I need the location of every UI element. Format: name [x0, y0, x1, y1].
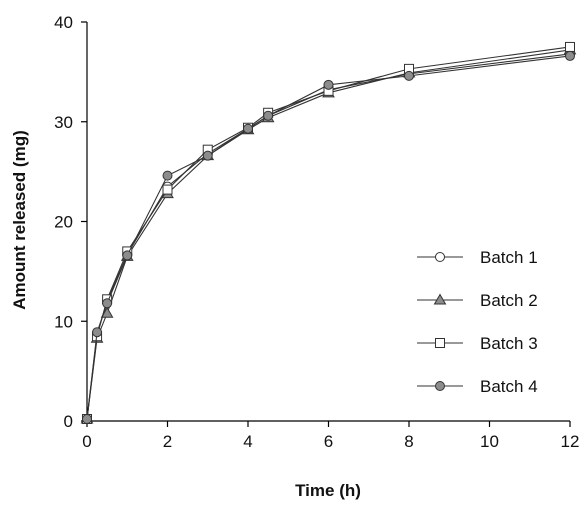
- x-axis-title: Time (h): [295, 481, 361, 500]
- series-4: [82, 50, 575, 425]
- x-tick-label: 4: [243, 432, 252, 451]
- series-line: [86, 53, 571, 420]
- x-tick-label: 0: [82, 432, 91, 451]
- legend-marker: [435, 338, 445, 348]
- data-point: [323, 79, 334, 90]
- x-tick-label: 2: [163, 432, 172, 451]
- data-point: [162, 170, 173, 181]
- data-point: [404, 70, 414, 81]
- x-tick-label: 10: [480, 432, 499, 451]
- legend-marker: [433, 293, 447, 305]
- x-tick-label: 12: [561, 432, 580, 451]
- legend-label: Batch 4: [480, 377, 538, 396]
- data-point: [263, 110, 274, 121]
- data-point: [162, 184, 173, 195]
- legend-label: Batch 3: [480, 334, 538, 353]
- data-point: [202, 150, 213, 161]
- legend-marker: [435, 381, 445, 391]
- legend: Batch 1 Batch 2 Batch 3 Batch 4: [417, 248, 538, 396]
- data-point: [565, 50, 575, 61]
- data-point: [243, 123, 253, 134]
- series-line: [86, 49, 571, 420]
- series-1: [82, 48, 575, 425]
- legend-marker: [435, 252, 445, 262]
- y-tick-label: 20: [54, 213, 73, 232]
- legend-item: Batch 3: [417, 334, 538, 353]
- series-layer: [80, 41, 577, 425]
- series-2: [80, 43, 577, 424]
- data-point: [122, 250, 133, 261]
- y-tick-label: 30: [54, 113, 73, 132]
- series-3: [82, 41, 575, 425]
- axes: 0 10 20 30 40 0 2 4 6 8 10 12: [54, 13, 579, 451]
- y-tick-label: 10: [54, 312, 73, 331]
- x-tick-label: 8: [404, 432, 413, 451]
- y-tick-label: 40: [54, 13, 73, 32]
- data-point: [82, 414, 92, 425]
- data-point: [92, 327, 103, 338]
- legend-item: Batch 1: [417, 248, 538, 267]
- legend-item: Batch 2: [417, 291, 538, 310]
- series-line: [86, 46, 571, 420]
- x-tick-label: 6: [324, 432, 333, 451]
- data-point: [565, 41, 575, 52]
- data-point: [102, 298, 113, 309]
- y-tick-label: 0: [64, 412, 73, 431]
- legend-label: Batch 2: [480, 291, 538, 310]
- series-line: [86, 55, 571, 420]
- legend-item: Batch 4: [417, 377, 538, 396]
- y-axis-title: Amount released (mg): [10, 130, 29, 309]
- legend-label: Batch 1: [480, 248, 538, 267]
